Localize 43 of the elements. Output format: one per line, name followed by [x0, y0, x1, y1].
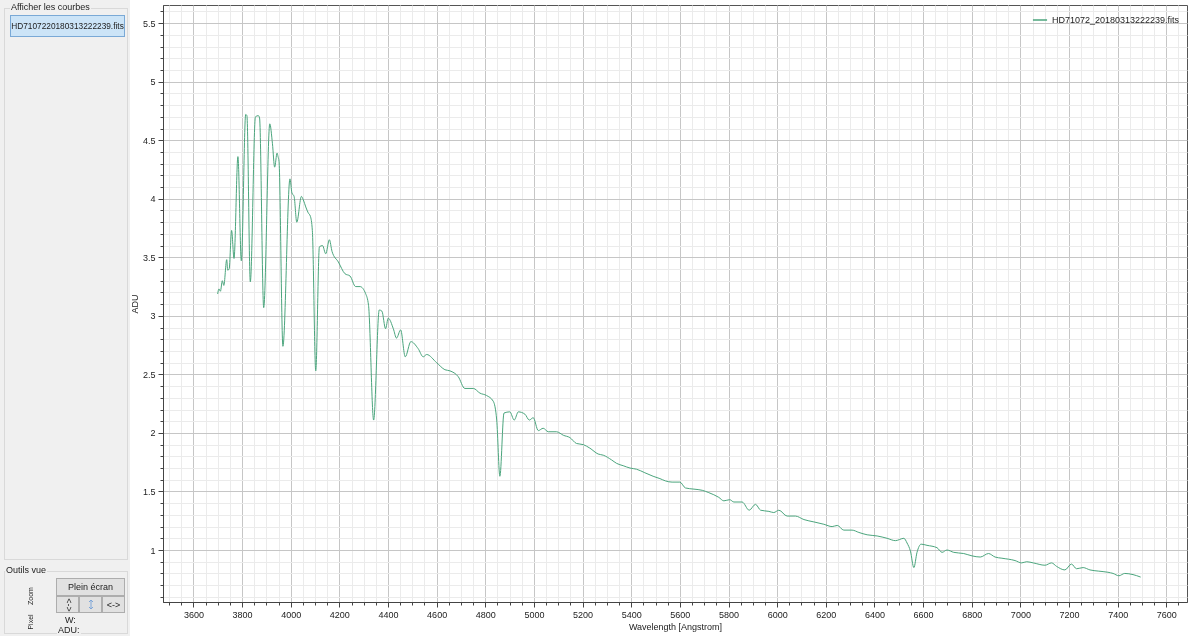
- y-tick-label: 3: [150, 311, 156, 322]
- y-tick-label: 4: [150, 194, 156, 205]
- x-tick-label: 6800: [962, 609, 983, 620]
- x-tick-label: 5800: [719, 609, 740, 620]
- x-tick-label: 5400: [621, 609, 642, 620]
- y-tick-label: 5: [150, 77, 156, 88]
- x-tick-label: 4600: [427, 609, 448, 620]
- x-tick-label: 5200: [573, 609, 594, 620]
- x-tick-label: 4200: [329, 609, 350, 620]
- button: <->: [56, 596, 79, 613]
- y-tick-label: 2: [150, 428, 156, 439]
- text: Afficher les courbes: [10, 2, 91, 12]
- x-tick-label: 3600: [183, 609, 204, 620]
- x-tick-label: 3800: [232, 609, 253, 620]
- x-tick-label: 6400: [864, 609, 885, 620]
- x-tick-label: 7400: [1108, 609, 1129, 620]
- text: W:: [64, 615, 77, 625]
- line-series: [217, 113, 1141, 578]
- x-tick-label: 4400: [378, 609, 399, 620]
- y-tick-label: 2.5: [142, 369, 156, 380]
- x-tick-label: 7200: [1059, 609, 1080, 620]
- x-tick-label: 5600: [670, 609, 691, 620]
- legend-label: HD71072_20180313222239.fits: [1052, 15, 1180, 25]
- y-tick-label: 1.5: [142, 486, 156, 497]
- y-tick-label: 1: [150, 545, 156, 556]
- y-tick-label: 5.5: [142, 18, 156, 29]
- x-tick-label: 5000: [524, 609, 545, 620]
- text: Outils vue: [5, 565, 48, 575]
- button: <->: [102, 596, 125, 613]
- x-tick-label: 4000: [281, 609, 302, 620]
- x-tick-label: 6000: [767, 609, 788, 620]
- x-tick-label: 7600: [1156, 609, 1177, 620]
- text: ADU:: [57, 625, 81, 635]
- y-tick-label: 4.5: [142, 135, 156, 146]
- button: Plein écran: [56, 578, 125, 596]
- x-axis-title: Wavelength [Angstrom]: [628, 621, 723, 632]
- x-tick-label: 7000: [1010, 609, 1031, 620]
- y-axis-title: ADU: [129, 294, 140, 314]
- x-tick-label: 4800: [475, 609, 496, 620]
- x-tick-label: 6600: [913, 609, 934, 620]
- list-item: HD7107220180313222239.fits: [10, 15, 125, 37]
- y-tick-label: 3.5: [142, 252, 156, 263]
- x-tick-label: 6200: [816, 609, 837, 620]
